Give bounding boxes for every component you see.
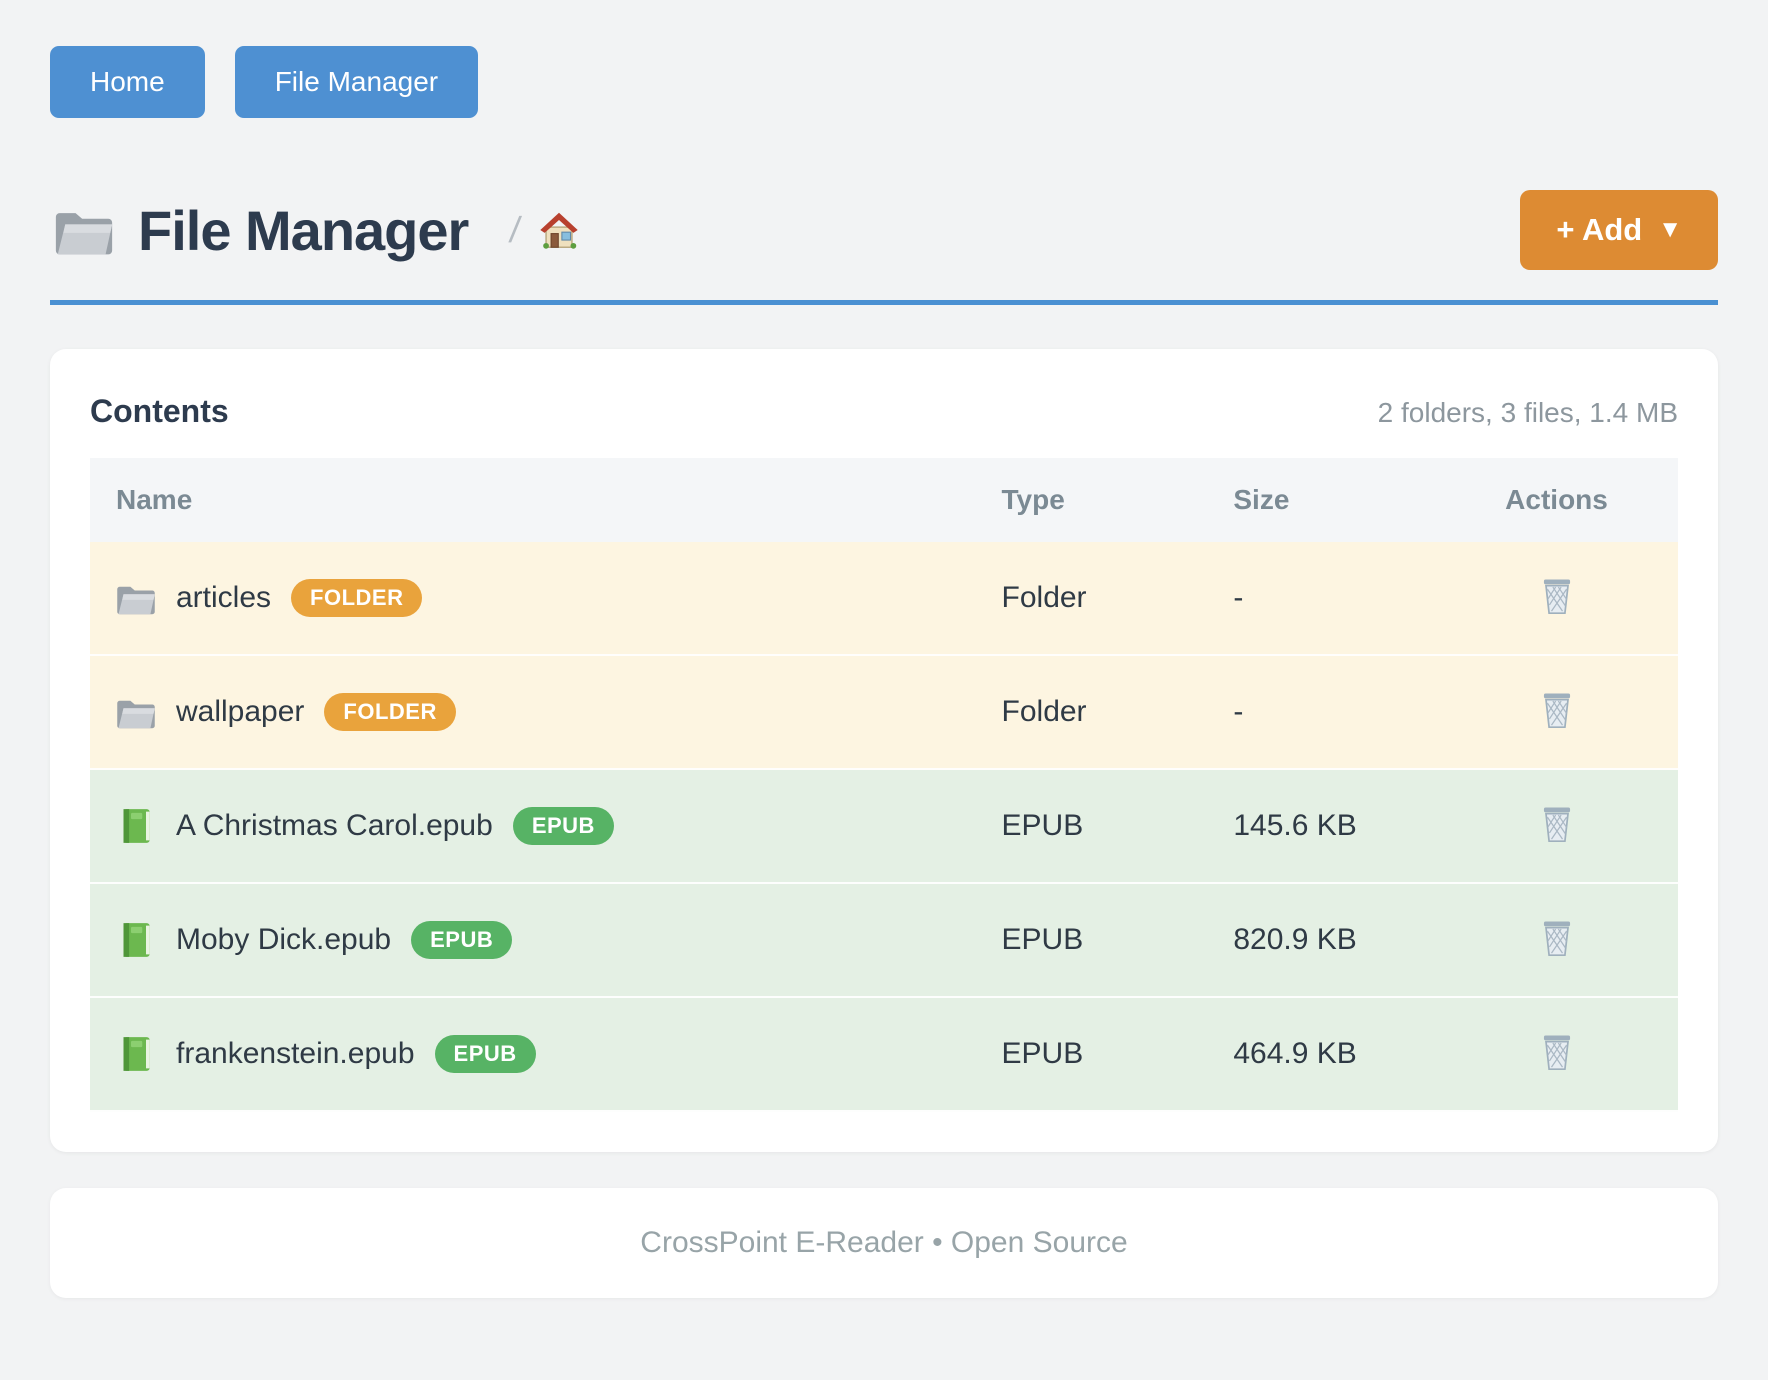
trash-icon <box>1535 688 1579 732</box>
caret-down-icon: ▼ <box>1658 216 1682 243</box>
house-icon[interactable] <box>536 207 582 253</box>
file-name-link[interactable]: A Christmas Carol.epub <box>176 809 493 842</box>
column-header-size: Size <box>1233 458 1436 542</box>
file-size: 820.9 KB <box>1233 884 1436 998</box>
file-type: EPUB <box>1001 998 1234 1112</box>
delete-button[interactable] <box>1531 570 1583 622</box>
trash-icon <box>1535 916 1579 960</box>
file-name-link[interactable]: wallpaper <box>176 695 305 728</box>
file-name-link[interactable]: Moby Dick.epub <box>176 923 392 956</box>
file-name-link[interactable]: frankenstein.epub <box>176 1037 415 1070</box>
file-type: Folder <box>1001 656 1234 770</box>
contents-card: Contents 2 folders, 3 files, 1.4 MB Name… <box>50 349 1718 1152</box>
column-header-type: Type <box>1001 458 1234 542</box>
type-badge: FOLDER <box>324 693 456 731</box>
top-nav: Home File Manager <box>50 46 1718 118</box>
type-badge: FOLDER <box>291 579 423 617</box>
green-book-icon <box>116 1034 156 1074</box>
type-badge: EPUB <box>434 1035 536 1073</box>
footer: CrossPoint E-Reader • Open Source <box>50 1188 1718 1298</box>
contents-summary: 2 folders, 3 files, 1.4 MB <box>1377 397 1678 428</box>
footer-text: CrossPoint E-Reader • Open Source <box>640 1226 1128 1259</box>
title-group: File Manager / <box>50 198 582 263</box>
page-header: File Manager / + Add ▼ <box>50 190 1718 270</box>
add-button-label: + Add <box>1556 212 1643 247</box>
green-book-icon <box>116 920 156 960</box>
nav-file-manager-button[interactable]: File Manager <box>234 46 479 118</box>
delete-button[interactable] <box>1531 912 1583 964</box>
table-header-row: Name Type Size Actions <box>90 458 1678 542</box>
type-badge: EPUB <box>512 807 614 845</box>
add-button[interactable]: + Add ▼ <box>1520 190 1718 270</box>
file-type: EPUB <box>1001 770 1234 884</box>
folder-icon <box>116 578 156 618</box>
type-badge: EPUB <box>411 921 513 959</box>
file-size: 464.9 KB <box>1233 998 1436 1112</box>
page-title: File Manager <box>138 198 469 262</box>
delete-button[interactable] <box>1531 684 1583 736</box>
green-book-icon <box>116 806 156 846</box>
delete-button[interactable] <box>1531 798 1583 850</box>
nav-home-button[interactable]: Home <box>50 46 205 118</box>
table-row[interactable]: A Christmas Carol.epub EPUB EPUB 145.6 K… <box>90 770 1678 884</box>
breadcrumb-separator: / <box>507 209 524 250</box>
trash-icon <box>1535 802 1579 846</box>
file-type: EPUB <box>1001 884 1234 998</box>
trash-icon <box>1535 1030 1579 1074</box>
table-row[interactable]: wallpaper FOLDER Folder - <box>90 656 1678 770</box>
contents-heading: Contents <box>90 393 229 429</box>
file-size: - <box>1233 542 1436 656</box>
folder-icon <box>50 200 118 260</box>
column-header-actions: Actions <box>1435 458 1678 542</box>
table-row[interactable]: Moby Dick.epub EPUB EPUB 820.9 KB <box>90 884 1678 998</box>
contents-header: Contents 2 folders, 3 files, 1.4 MB <box>90 393 1678 430</box>
file-size: - <box>1233 656 1436 770</box>
title-divider <box>50 300 1718 305</box>
file-size: 145.6 KB <box>1233 770 1436 884</box>
file-type: Folder <box>1001 542 1234 656</box>
table-row[interactable]: articles FOLDER Folder - <box>90 542 1678 656</box>
file-name-link[interactable]: articles <box>176 581 272 614</box>
column-header-name: Name <box>90 458 1002 542</box>
breadcrumb: / <box>507 207 582 253</box>
table-row[interactable]: frankenstein.epub EPUB EPUB 464.9 KB <box>90 998 1678 1112</box>
delete-button[interactable] <box>1531 1026 1583 1078</box>
folder-icon <box>116 692 156 732</box>
file-table: Name Type Size Actions articles FOLDER F… <box>90 458 1678 1112</box>
trash-icon <box>1535 574 1579 618</box>
